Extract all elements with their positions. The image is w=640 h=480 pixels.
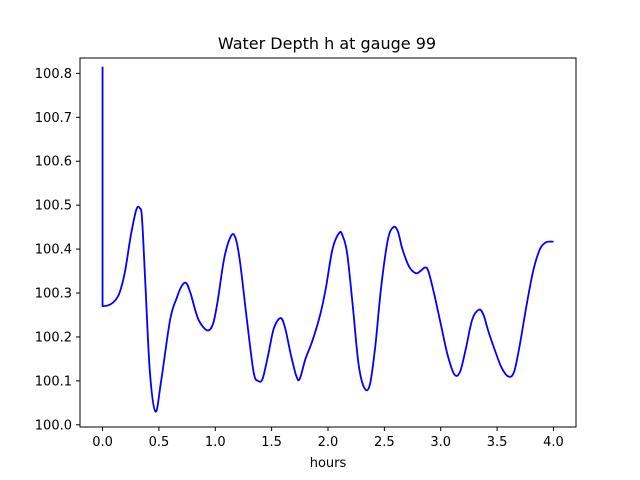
x-axis-ticks: 0.0 0.5 1.0 1.5 2.0 2.5 3.0 3.5 4.0 [92, 427, 564, 450]
y-tick-label: 100.8 [35, 67, 72, 82]
x-axis-label: hours [310, 456, 347, 471]
y-tick-label: 100.6 [35, 155, 72, 170]
y-tick-label: 100.1 [35, 374, 72, 389]
chart-title: Water Depth h at gauge 99 [218, 34, 436, 53]
x-tick-label: 3.0 [430, 435, 451, 450]
x-tick-label: 4.0 [543, 435, 564, 450]
y-tick-label: 100.7 [35, 111, 72, 126]
y-axis-ticks: 100.0 100.1 100.2 100.3 100.4 100.5 100.6 100.7… [35, 67, 80, 433]
x-tick-label: 1.0 [205, 435, 226, 450]
y-tick-label: 100.2 [35, 330, 72, 345]
plot-area [101, 66, 554, 413]
x-tick-label: 2.5 [374, 435, 395, 450]
y-tick-label: 100.0 [35, 418, 72, 433]
y-tick-label: 100.5 [35, 199, 72, 214]
x-tick-label: 1.5 [261, 435, 282, 450]
x-tick-label: 2.0 [318, 435, 339, 450]
y-tick-label: 100.4 [35, 243, 72, 258]
x-tick-label: 0.5 [149, 435, 170, 450]
y-tick-label: 100.3 [35, 287, 72, 302]
x-tick-label: 0.0 [92, 435, 113, 450]
x-tick-label: 3.5 [487, 435, 508, 450]
series-line-0 [101, 66, 554, 413]
